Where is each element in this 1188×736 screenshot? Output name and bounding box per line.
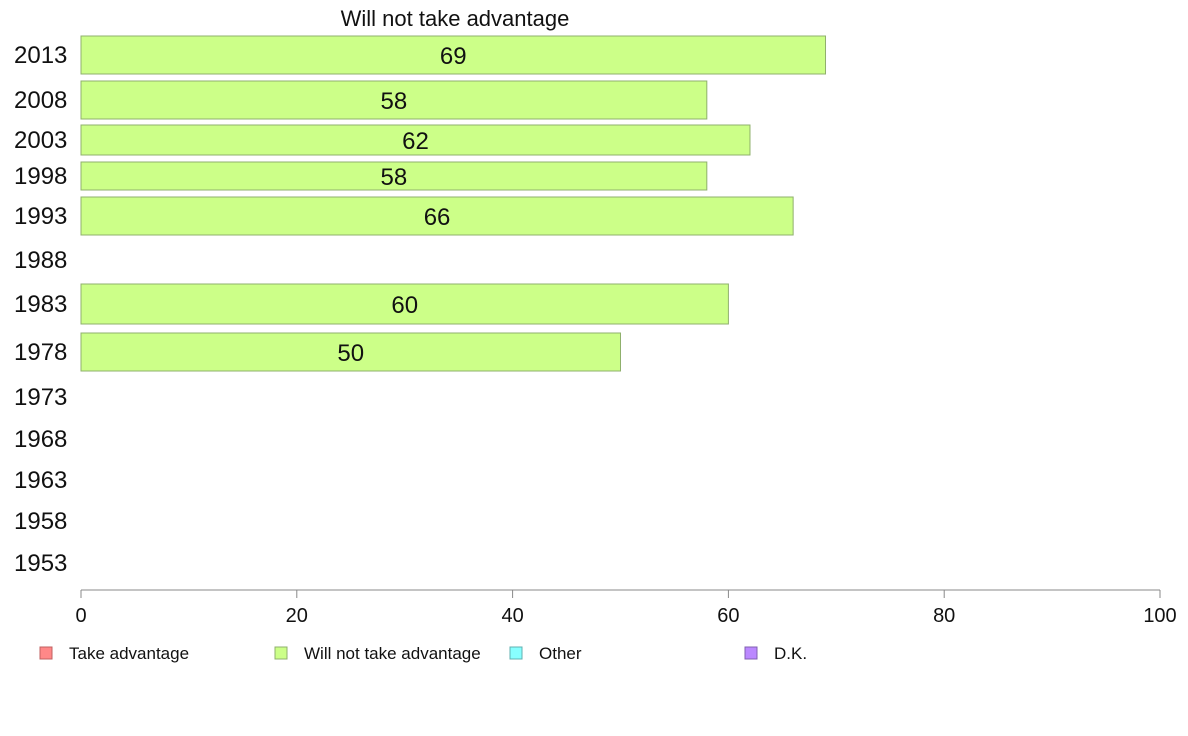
bar-value-label-2013: 69 [440,43,467,70]
bar-2013 [80,35,827,75]
bar-value-label-1993: 66 [424,204,451,231]
year-labels-layer: 2013 2008 2003 1998 1993 1988 1983 1978 1973 1968… [14,42,67,577]
year-label-1993: 1993 [14,203,67,230]
legend-swatch-take-advantage [39,646,53,660]
bar-1998 [80,161,708,191]
legend-label-will-not-take-advantage: Will not take advantage [304,644,481,663]
bar-1983 [80,283,729,325]
x-tick-label-100: 100 [1143,605,1176,627]
x-axis: 0 20 40 60 80 100 [75,589,1177,627]
year-label-2008: 2008 [14,87,67,114]
legend-label-d-k: D.K. [774,644,807,663]
x-tick-label-0: 0 [75,605,86,627]
x-tick-label-20: 20 [286,605,308,627]
year-label-1998: 1998 [14,163,67,190]
year-label-1953: 1953 [14,550,67,577]
bar-1978 [80,332,621,372]
legend-swatch-d-k [744,646,758,660]
x-tick-label-60: 60 [717,605,739,627]
chart-title: Will not take advantage [341,6,570,31]
bar-value-label-2003: 62 [402,128,429,155]
bar-value-label-1998: 58 [381,164,408,191]
bar-2008 [80,80,708,120]
bar-value-label-1978: 50 [337,340,364,367]
x-tick-label-80: 80 [933,605,955,627]
year-label-1973: 1973 [14,384,67,411]
year-label-1978: 1978 [14,339,67,366]
bar-1993 [80,196,794,236]
year-label-1968: 1968 [14,426,67,453]
legend-label-other: Other [539,644,582,663]
bar-value-label-2008: 58 [381,88,408,115]
year-label-1958: 1958 [14,508,67,535]
bars-layer: 69 58 62 58 66 60 50 [80,35,827,372]
legend-label-take-advantage: Take advantage [69,644,189,663]
year-label-2013: 2013 [14,42,67,69]
legend-swatch-will-not-take-advantage [274,646,288,660]
x-tick-label-40: 40 [501,605,523,627]
bar-2003 [80,124,751,156]
legend: Take advantage Will not take advantage Oth… [39,644,807,663]
year-label-1963: 1963 [14,467,67,494]
year-label-2003: 2003 [14,127,67,154]
year-label-1983: 1983 [14,291,67,318]
bar-value-label-1983: 60 [391,292,418,319]
year-label-1988: 1988 [14,247,67,274]
legend-swatch-other [509,646,523,660]
